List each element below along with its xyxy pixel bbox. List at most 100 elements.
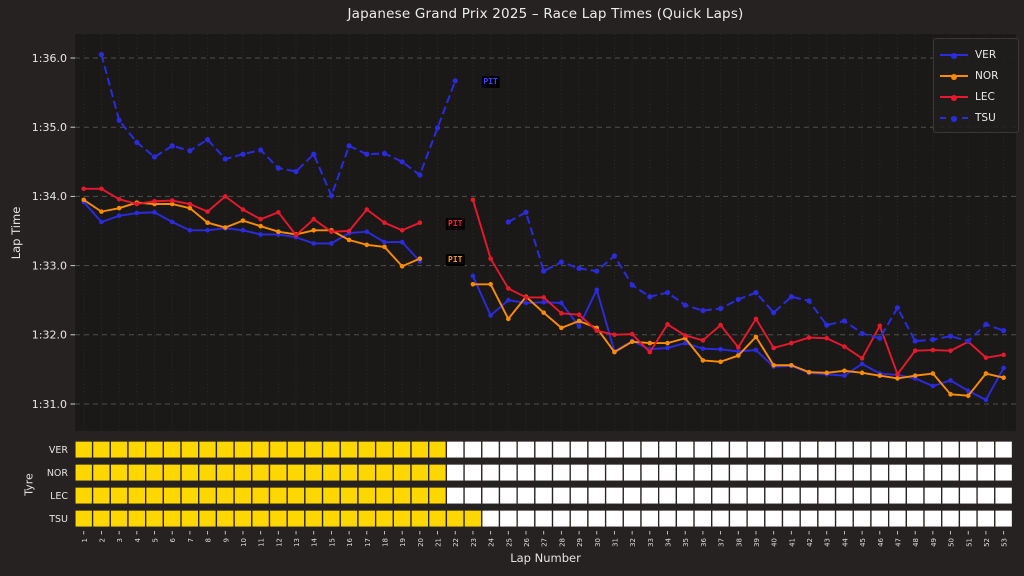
tyre-cell-nor-lap-38 [728,463,748,482]
point-nor-lap-40 [771,362,776,368]
y-tick-label: 1:34.0 [32,190,67,203]
point-nor-lap-12 [276,229,281,234]
point-tsu-lap-8 [204,137,211,143]
tyre-cell-nor-lap-18 [374,463,394,482]
tyre-cell-tsu-lap-22 [445,509,465,528]
tyre-cell-nor-lap-32 [622,463,642,482]
point-lec-lap-24 [488,256,493,261]
point-lec-lap-1 [81,186,87,192]
tyre-cell-tsu-lap-39 [746,509,766,528]
tyre-cell-lec-lap-44 [834,486,854,505]
tyre-cell-lec-lap-37 [711,486,731,505]
point-tsu-lap-26 [523,209,529,215]
tyre-cell-ver-lap-46 [870,440,890,459]
pit-annotation-tsu: PIT [481,76,500,89]
tyre-cell-ver-lap-30 [587,440,607,459]
point-tsu-lap-33 [647,294,653,300]
tyre-cell-tsu-lap-53 [994,509,1014,528]
point-lec-lap-10 [240,207,246,212]
point-tsu-lap-17 [364,151,370,157]
legend-item-nor: NOR [940,65,1012,86]
point-lec-lap-26 [523,295,529,300]
tyre-cell-nor-lap-51 [958,463,978,482]
tyre-cell-tsu-lap-37 [711,509,731,528]
tyre-cell-nor-lap-11 [251,463,271,482]
x-tick-label: 43 [824,538,832,547]
tyre-cell-tsu-lap-38 [728,509,748,528]
legend-label-ver: VER [975,48,997,61]
tyre-cell-tsu-lap-35 [675,509,695,528]
point-nor-lap-31 [612,349,617,355]
tyre-cell-lec-lap-42 [799,486,819,505]
tyre-cell-nor-lap-24 [481,463,501,482]
point-lec-lap-28 [559,311,564,316]
x-tick-label: 41 [788,538,796,547]
point-nor-lap-51 [965,393,971,398]
tyre-cell-ver-lap-16 [339,440,359,459]
point-ver-lap-37 [718,347,723,352]
x-tick-label: 14 [311,537,319,546]
tyre-cell-nor-lap-9 [215,463,235,482]
tyre-cell-nor-lap-46 [870,463,890,482]
point-lec-lap-11 [258,216,263,222]
tyre-cell-tsu-lap-25 [498,509,518,528]
point-lec-lap-15 [329,229,334,234]
x-tick-label: 5 [152,538,160,542]
legend-line-sample-ver [940,52,968,59]
point-nor-lap-47 [895,376,900,381]
y-tick-label: 1:35.0 [32,121,67,134]
tyre-cell-lec-lap-22 [445,486,465,505]
tyre-cell-ver-lap-33 [640,440,660,459]
point-nor-lap-50 [948,392,953,397]
point-nor-lap-18 [382,244,387,250]
legend-label-nor: NOR [975,69,999,82]
tyre-cell-nor-lap-14 [304,463,324,482]
tyre-cell-lec-lap-7 [180,486,200,505]
point-lec-lap-39 [753,316,759,322]
tyre-cell-tsu-lap-6 [162,509,182,528]
x-tick-label: 21 [435,538,443,547]
tyre-cell-nor-lap-27 [534,463,554,482]
tyre-cell-ver-lap-3 [109,440,129,459]
tyre-cell-nor-lap-28 [551,463,571,482]
point-lec-lap-32 [629,331,635,337]
x-tick-label: 19 [399,538,407,547]
legend-marker-icon [951,73,957,80]
point-tsu-lap-38 [735,296,741,303]
tyre-cell-tsu-lap-32 [622,509,642,528]
point-ver-lap-51 [965,388,971,394]
point-lec-lap-38 [735,344,741,350]
legend-marker-icon [951,94,957,101]
tyre-cell-lec-lap-39 [746,486,766,505]
point-lec-lap-45 [859,356,865,361]
tyre-cell-ver-lap-49 [923,440,943,459]
x-tick-label: 45 [859,538,867,547]
pit-annotation-lec: PIT [446,218,465,231]
tyre-cell-nor-lap-19 [392,463,412,482]
tyre-cell-lec-lap-53 [994,486,1014,505]
tyre-cell-tsu-lap-9 [215,509,235,528]
tyre-cell-lec-lap-51 [958,486,978,505]
x-tick-label: 48 [912,538,920,547]
tyre-cell-nor-lap-44 [834,463,854,482]
point-lec-lap-37 [718,322,723,328]
point-nor-lap-20 [417,256,423,261]
point-ver-lap-8 [205,228,210,233]
tyre-cell-nor-lap-48 [905,463,925,482]
x-tick-label: 12 [275,538,283,547]
tyre-cell-ver-lap-7 [180,440,200,459]
point-lec-lap-12 [276,210,281,215]
tyre-cell-ver-lap-34 [658,440,678,459]
point-lec-lap-49 [930,347,936,353]
y-tick-label: 1:33.0 [32,259,67,272]
tyre-cell-ver-lap-24 [481,440,501,459]
point-lec-lap-35 [682,333,688,338]
point-lec-lap-29 [576,312,582,318]
tyre-cell-ver-lap-42 [799,440,819,459]
x-tick-label: 24 [488,537,496,546]
tyre-cell-lec-lap-50 [941,486,961,505]
point-tsu-lap-30 [594,268,600,274]
x-tick-label: 17 [364,538,372,547]
legend-line-sample-tsu [940,115,968,122]
